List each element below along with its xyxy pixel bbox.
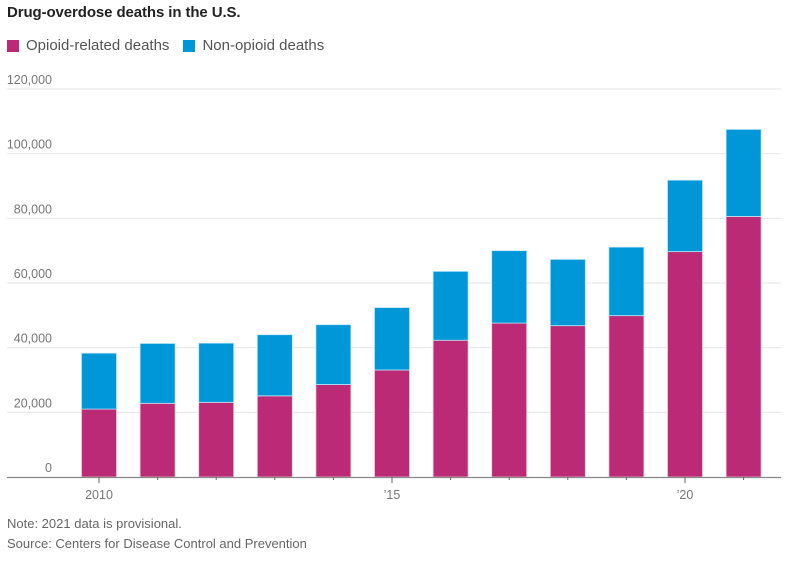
bar-opioid-2020: [667, 251, 703, 478]
legend-item-non-opioid: Non-opioid deaths: [183, 37, 324, 54]
bar-non-opioid-2014: [315, 324, 352, 385]
bar-non-opioid-2021: [725, 129, 762, 217]
bar-opioid-2016: [432, 339, 469, 478]
bar-opioid-2012: [198, 401, 235, 478]
bar-non-opioid-2013: [256, 334, 293, 397]
y-tick-label: 60,000: [14, 267, 52, 281]
legend-swatch-non-opioid: [183, 39, 196, 52]
x-tick-label: ’20: [677, 488, 694, 502]
y-tick-label: 80,000: [14, 202, 52, 216]
y-tick-label: 40,000: [14, 332, 52, 346]
bar-non-opioid-2012: [198, 342, 235, 403]
bar-opioid-2021: [725, 215, 762, 478]
legend-label-opioid: Opioid-related deaths: [26, 37, 170, 54]
bar-opioid-2017: [491, 322, 528, 478]
bar-non-opioid-2011: [139, 343, 176, 404]
bar-non-opioid-2016: [432, 270, 469, 341]
legend: Opioid-related deaths Non-opioid deaths: [7, 37, 338, 54]
bar-opioid-2018: [549, 325, 586, 478]
y-tick-label: 120,000: [7, 73, 52, 87]
bar-opioid-2010: [81, 408, 117, 478]
legend-item-opioid: Opioid-related deaths: [7, 37, 169, 54]
bar-non-opioid-2018: [549, 258, 586, 327]
bar-opioid-2011: [139, 402, 176, 478]
source-note: Source: Centers for Disease Control and …: [7, 536, 307, 551]
y-tick-label: 0: [45, 461, 52, 475]
bar-non-opioid-2015: [374, 307, 410, 371]
bar-non-opioid-2019: [608, 246, 645, 317]
y-tick-label: 100,000: [7, 138, 52, 152]
bar-non-opioid-2020: [667, 179, 703, 253]
bar-non-opioid-2010: [81, 352, 117, 410]
x-tick-label: ’15: [384, 488, 401, 502]
footnote: Note: 2021 data is provisional.: [7, 516, 182, 531]
bar-opioid-2015: [374, 369, 410, 478]
bar-opioid-2013: [256, 395, 293, 478]
bar-opioid-2014: [315, 384, 352, 478]
legend-label-non-opioid: Non-opioid deaths: [202, 37, 325, 54]
y-tick-label: 20,000: [14, 396, 52, 410]
x-tick-label: 2010: [85, 488, 113, 502]
legend-swatch-opioid: [7, 39, 19, 52]
chart-title: Drug-overdose deaths in the U.S.: [7, 4, 241, 21]
bar-opioid-2019: [608, 315, 645, 478]
bar-non-opioid-2017: [491, 250, 528, 324]
